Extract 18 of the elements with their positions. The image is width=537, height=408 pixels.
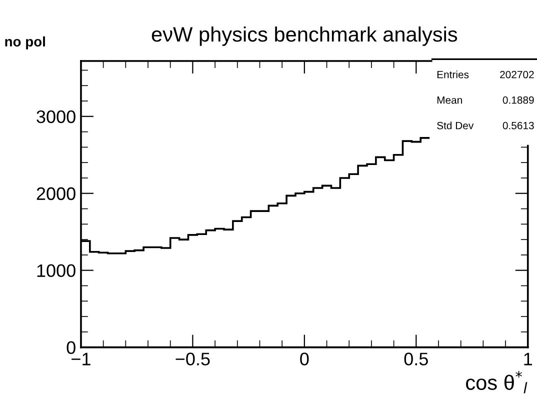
x-tick-label: 0 (300, 352, 309, 366)
annotation: Mean (437, 96, 462, 104)
annotation: 0.5613 (502, 122, 534, 130)
x-axis-title: cos θ$^{*}$$_{l}$ (466, 370, 528, 394)
y-tick-label: 1000 (37, 264, 76, 278)
x-tick-label: 1 (524, 352, 532, 366)
x-tick-label: 0.5 (404, 352, 428, 366)
y-tick-label: 3000 (36, 110, 76, 124)
text: no pol (5, 36, 45, 50)
x-tick-label: −0.5 (176, 352, 210, 366)
annotation: 0.1889 (502, 96, 534, 104)
chart-title: eνW physics benchmark analysis (152, 26, 458, 46)
annotation: 202702 (500, 70, 534, 78)
annotation: Entries (437, 70, 469, 78)
y-tick-label: 0 (66, 341, 76, 354)
x-tick-label: −1 (72, 352, 90, 366)
y-tick-label: 2000 (36, 187, 76, 200)
annotation: Std Dev (437, 122, 474, 130)
